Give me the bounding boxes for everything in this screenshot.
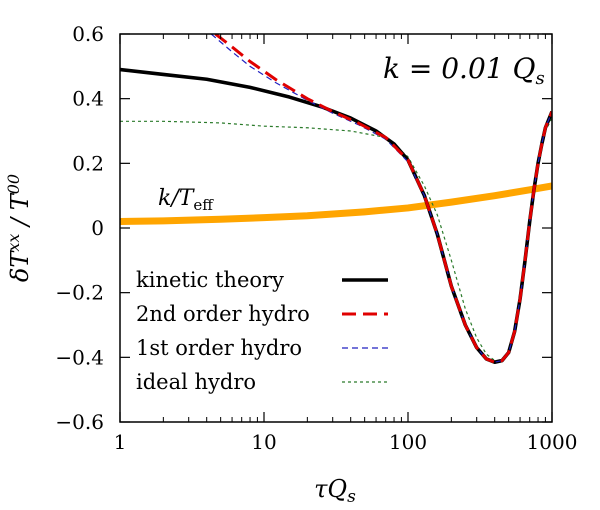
x-tick-label: 100 — [389, 430, 427, 454]
series-k-t-eff-line — [120, 182, 552, 226]
legend-label: ideal hydro — [136, 370, 256, 394]
y-tick-label: 0.4 — [72, 87, 104, 111]
series-ideal-hydro-line — [120, 117, 552, 362]
annotation-k: k = 0.01 Qs — [383, 52, 545, 89]
y-tick-label: 0 — [91, 216, 104, 240]
y-tick-label: 0.6 — [72, 22, 104, 46]
y-tick-label: −0.2 — [55, 281, 104, 305]
x-tick-label: 10 — [251, 430, 276, 454]
legend-label: 2nd order hydro — [136, 302, 310, 326]
annotation-kteff: k/Teff — [158, 186, 214, 214]
x-tick-label: 1 — [114, 430, 127, 454]
legend: kinetic theory 2nd order hydro 1st order h… — [136, 268, 388, 394]
legend-label: 1st order hydro — [136, 336, 302, 360]
legend-label: kinetic theory — [136, 268, 284, 292]
y-axis-label: δTxx / T00 — [4, 174, 34, 282]
x-axis-label: τQs — [314, 475, 356, 507]
x-tick-label: 1000 — [527, 430, 578, 454]
y-tick-label: −0.4 — [55, 345, 104, 369]
series-2nd-order-hydro-line — [214, 34, 552, 364]
y-tick-label: −0.6 — [55, 410, 104, 434]
plot-frame — [119, 33, 553, 423]
y-tick-label: 0.2 — [72, 151, 104, 175]
